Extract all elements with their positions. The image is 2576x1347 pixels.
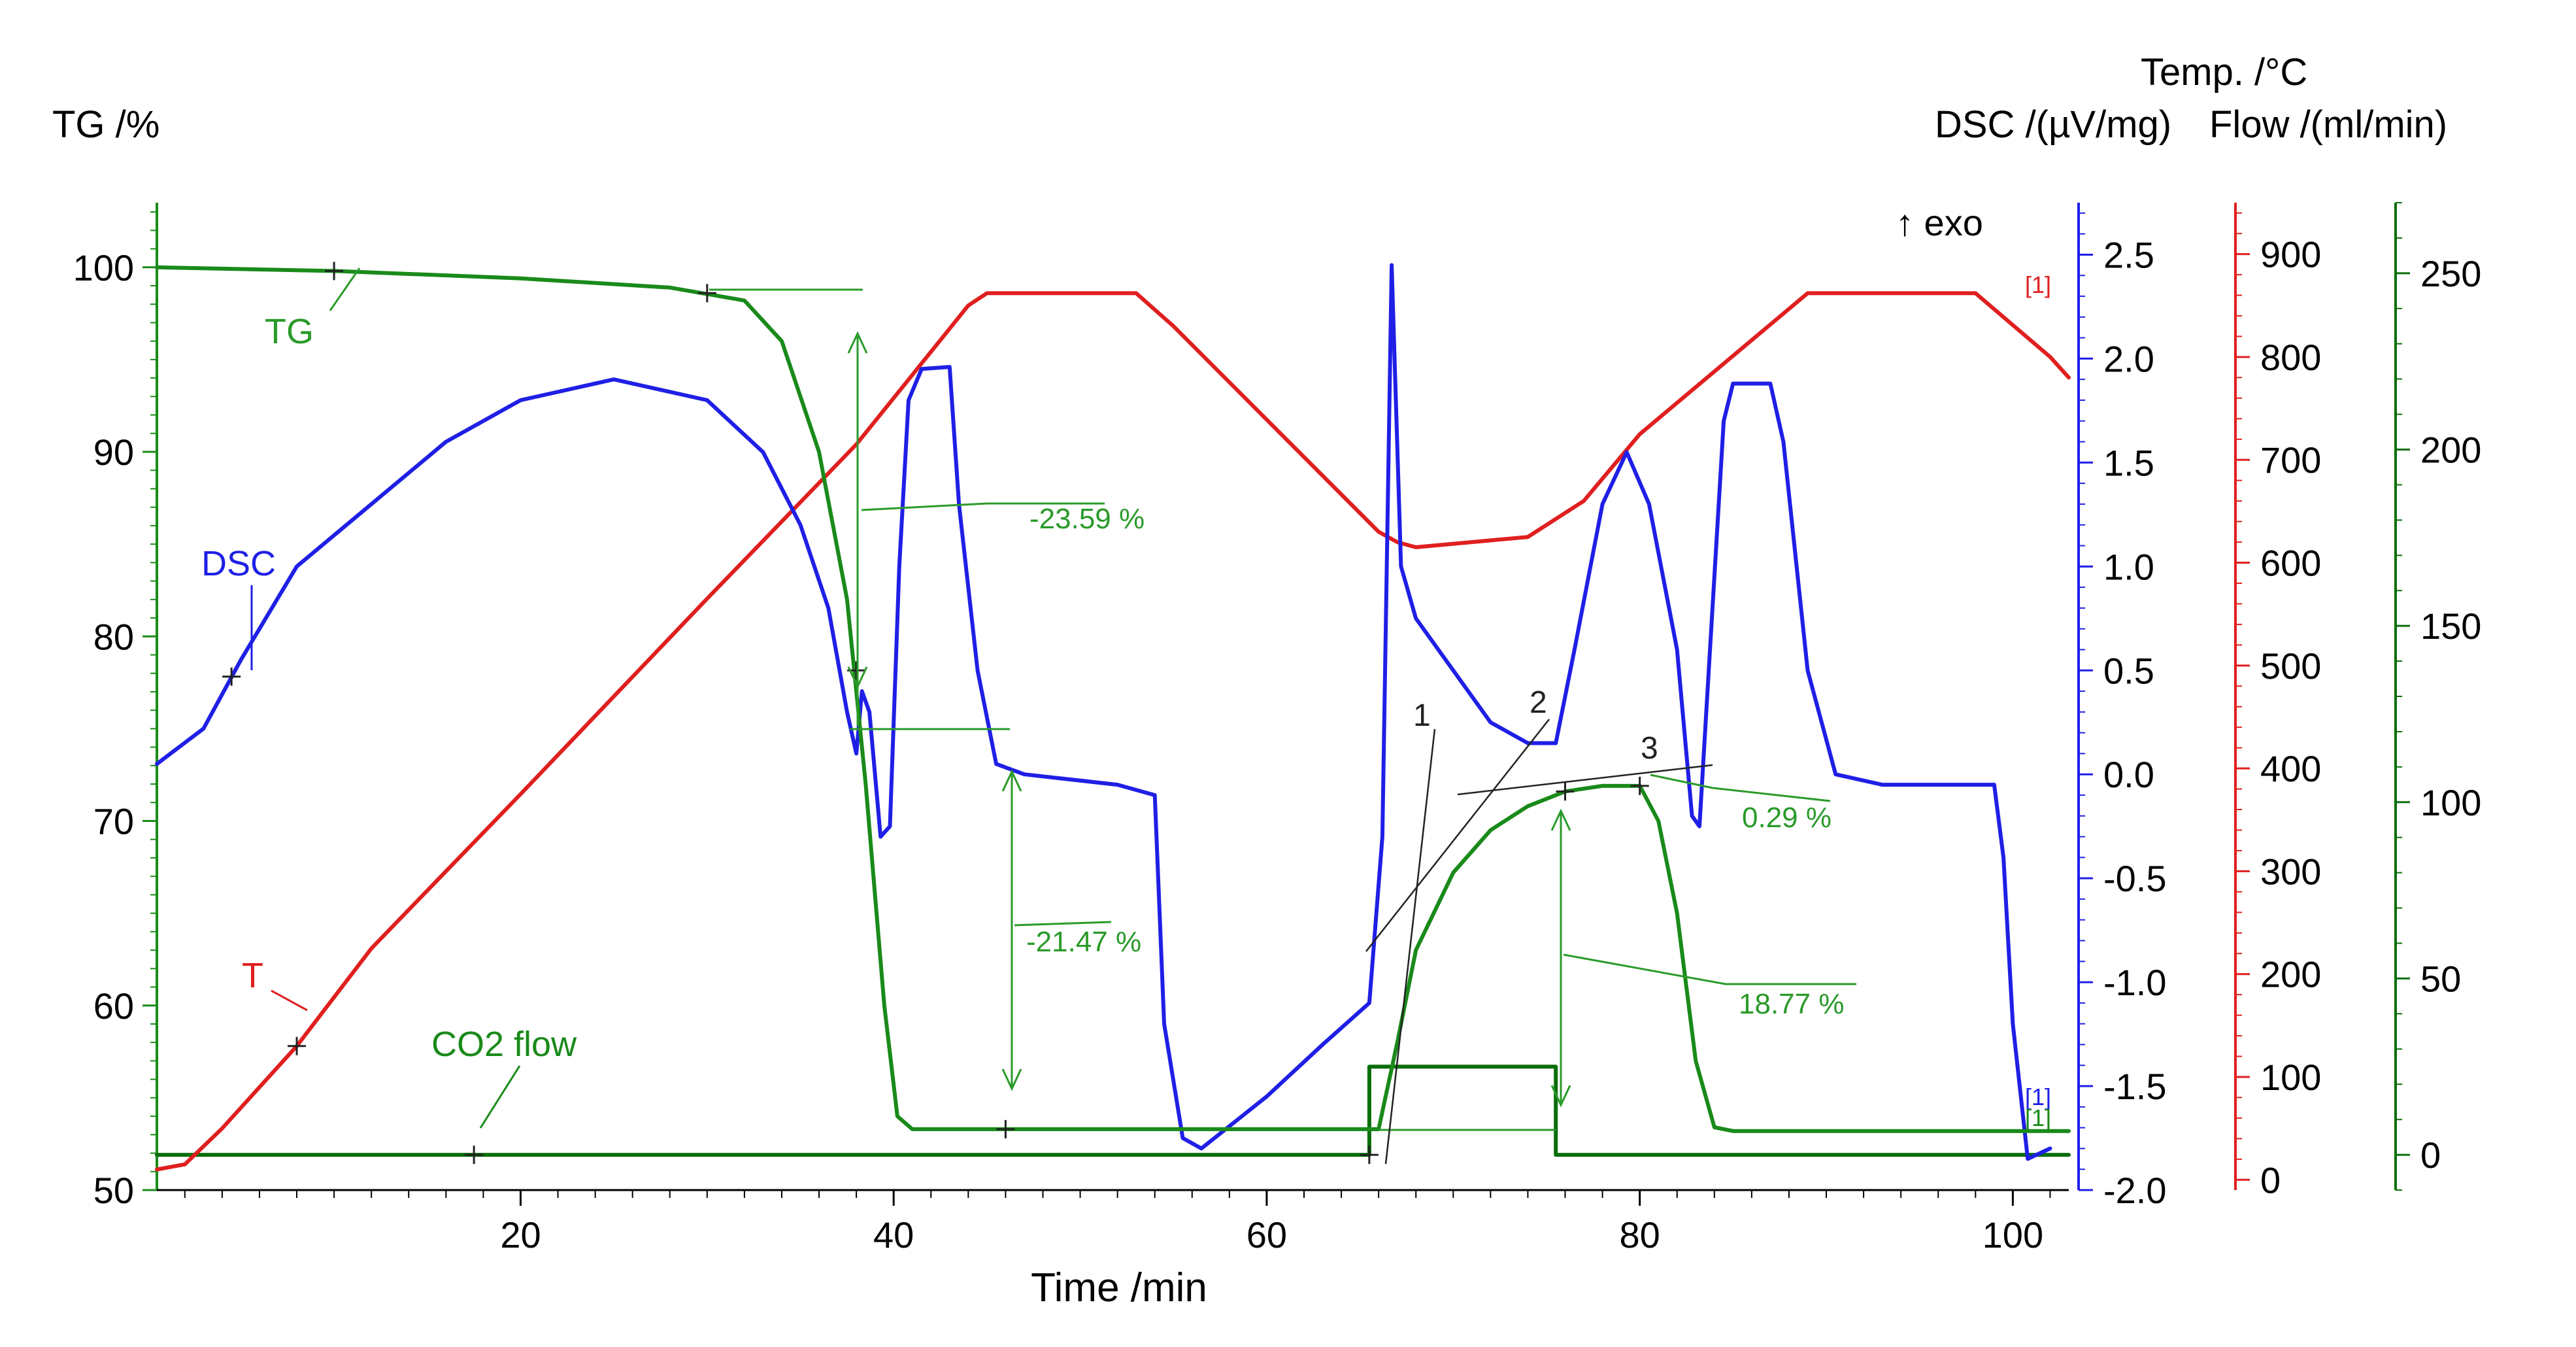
tangent-1-label: 1 bbox=[1413, 698, 1431, 733]
tangent-line-1 bbox=[1384, 728, 1436, 1165]
tg-tick-label: 90 bbox=[93, 432, 134, 473]
dsc-tick-label: 2.5 bbox=[2103, 234, 2154, 275]
series-layer bbox=[155, 262, 2071, 1172]
dsc-tick-label: 1.5 bbox=[2103, 442, 2154, 483]
temp-tick-label: 700 bbox=[2260, 439, 2321, 481]
x-tick-label: 20 bbox=[500, 1214, 541, 1255]
tg-tick-label: 50 bbox=[93, 1170, 134, 1211]
dsc-curve-label: DSC bbox=[201, 544, 276, 583]
x-tick-label: 40 bbox=[873, 1214, 914, 1255]
dsc-tick-label: 0.5 bbox=[2103, 650, 2154, 691]
mass-step-1-label: -23.59 % bbox=[1029, 503, 1145, 535]
temp-segment-marker: [1] bbox=[2025, 271, 2051, 298]
flow-tick-label: 250 bbox=[2420, 253, 2481, 294]
dsc-tick-label: 2.0 bbox=[2103, 338, 2154, 379]
series-line-tg bbox=[155, 265, 2071, 1133]
t-label-leader bbox=[271, 989, 308, 1012]
step1-arrow-head-top bbox=[847, 331, 868, 354]
annotation-layer: TG DSC T CO2 flow -23.59 % -21.47 % 18.7… bbox=[201, 267, 2051, 1165]
co2-flow-curve-label: CO2 flow bbox=[431, 1025, 577, 1064]
flow-axis-title: Flow /(ml/min) bbox=[2209, 103, 2447, 146]
tangent-3-label: 3 bbox=[1641, 731, 1658, 766]
flow-tick-label: 150 bbox=[2420, 605, 2481, 647]
tangent-2-label: 2 bbox=[1530, 685, 1547, 720]
flow-tick-label: 100 bbox=[2420, 782, 2481, 823]
tg-tick-label: 60 bbox=[93, 985, 134, 1027]
step4-leader bbox=[1650, 774, 1831, 802]
x-tick-label: 100 bbox=[1982, 1214, 2043, 1255]
flow-tick-label: 0 bbox=[2420, 1134, 2441, 1176]
tg-curve-label: TG bbox=[265, 312, 314, 351]
dsc-exo-note: ↑ exo bbox=[1896, 202, 1983, 243]
step1-leader bbox=[861, 502, 1105, 511]
tg-segment-marker: [1] bbox=[2025, 1104, 2051, 1131]
step3-arrow-head-bottom bbox=[1550, 1085, 1571, 1108]
tg-tick-label: 80 bbox=[93, 616, 134, 657]
tangent-line-2 bbox=[1365, 719, 1550, 952]
dsc-tick-label: -1.5 bbox=[2103, 1066, 2167, 1107]
t-curve-label: T bbox=[242, 956, 263, 995]
temp-tick-label: 600 bbox=[2260, 543, 2321, 584]
flow-tick-label: 50 bbox=[2420, 958, 2461, 999]
step2-arrow-head-bottom bbox=[1001, 1068, 1022, 1091]
dsc-segment-marker: [1] bbox=[2025, 1083, 2051, 1110]
dsc-tick-label: -1.0 bbox=[2103, 962, 2167, 1003]
temp-tick-label: 200 bbox=[2260, 954, 2321, 995]
flow-tick-label: 200 bbox=[2420, 430, 2481, 471]
mass-step-3-label: 18.77 % bbox=[1739, 988, 1844, 1020]
dsc-tick-label: -2.0 bbox=[2103, 1170, 2167, 1211]
temp-axis-title: Temp. /°C bbox=[2141, 51, 2307, 94]
series-line-co2-flow bbox=[155, 1065, 2071, 1157]
temp-tick-label: 0 bbox=[2260, 1159, 2281, 1201]
step3-arrow-head-top bbox=[1550, 808, 1571, 831]
temp-tick-label: 500 bbox=[2260, 645, 2321, 687]
temp-tick-label: 300 bbox=[2260, 851, 2321, 892]
step3-leader bbox=[1563, 953, 1856, 985]
step2-arrow-head-top bbox=[1001, 769, 1022, 792]
dsc-tick-label: 1.0 bbox=[2103, 546, 2154, 587]
mass-step-4-label: 0.29 % bbox=[1742, 802, 1832, 834]
temp-tick-label: 800 bbox=[2260, 337, 2321, 378]
x-tick-label: 80 bbox=[1620, 1214, 1660, 1255]
tg-tick-label: 100 bbox=[73, 247, 134, 288]
dsc-tick-label: -0.5 bbox=[2103, 858, 2167, 899]
temp-tick-label: 900 bbox=[2260, 234, 2321, 275]
temp-tick-label: 400 bbox=[2260, 748, 2321, 789]
tangent-line-3 bbox=[1457, 764, 1713, 796]
series-line-t bbox=[155, 291, 2071, 1172]
step2-leader bbox=[1014, 921, 1112, 927]
tg-axis-title: TG /% bbox=[52, 103, 159, 146]
step1-arrow-head-bottom bbox=[847, 666, 868, 689]
tg-label-leader bbox=[329, 267, 361, 311]
series-line-dsc bbox=[155, 263, 2052, 1161]
x-axis-title: Time /min bbox=[1031, 1265, 1207, 1310]
dsc-tick-label: 0.0 bbox=[2103, 754, 2154, 795]
temp-tick-label: 100 bbox=[2260, 1057, 2321, 1098]
mass-step-2-label: -21.47 % bbox=[1026, 926, 1141, 958]
tg-tick-label: 70 bbox=[93, 801, 134, 842]
x-tick-label: 60 bbox=[1246, 1214, 1287, 1255]
dsc-axis-title: DSC /(µV/mg) bbox=[1935, 103, 2171, 146]
co2-label-leader bbox=[479, 1065, 521, 1129]
